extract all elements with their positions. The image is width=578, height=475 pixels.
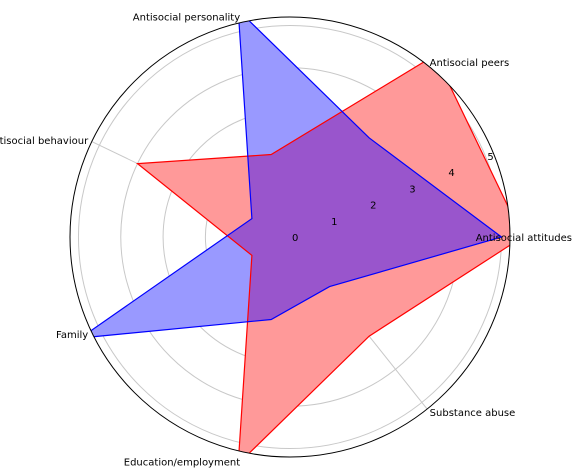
radial-tick-2: 2 xyxy=(370,201,376,212)
category-label: Antisocial attitudes xyxy=(476,233,572,244)
category-label: Education/employment xyxy=(124,457,240,468)
radial-tick-0: 0 xyxy=(292,233,298,244)
radar-series xyxy=(78,17,510,457)
category-label: History of antisocial behaviour xyxy=(0,136,89,147)
series-line-1 xyxy=(78,17,503,339)
category-label: Substance abuse xyxy=(430,408,516,419)
radar-outer-frame xyxy=(69,16,511,458)
category-label: Antisocial personality xyxy=(133,13,240,24)
category-labels: Antisocial attitudes Antisocial peers Anti… xyxy=(0,13,572,469)
radial-tick-labels: 0 1 2 3 4 5 xyxy=(292,152,494,244)
series-line-0 xyxy=(135,54,510,457)
outer-circle xyxy=(69,16,511,458)
category-label: Family xyxy=(56,330,88,341)
radial-tick-1: 1 xyxy=(331,217,337,228)
radial-tick-4: 4 xyxy=(448,168,454,179)
radial-tick-5: 5 xyxy=(487,152,493,163)
category-label: Antisocial peers xyxy=(430,58,510,69)
series-overlap xyxy=(137,55,502,338)
radial-tick-3: 3 xyxy=(409,184,415,195)
